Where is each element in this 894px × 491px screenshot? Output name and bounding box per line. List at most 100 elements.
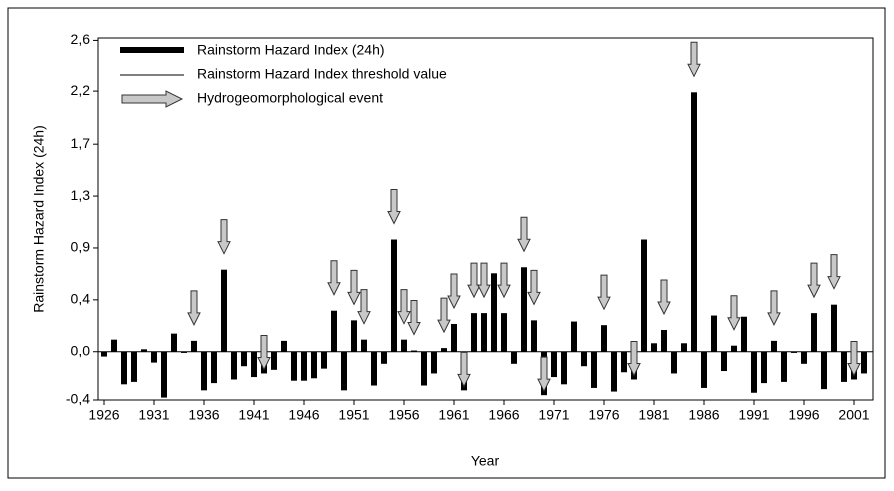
bar [501, 313, 507, 352]
event-arrow [527, 269, 541, 306]
bar [511, 351, 517, 364]
bar [581, 351, 587, 367]
bar [841, 351, 847, 382]
bar [381, 351, 387, 364]
x-tick-label: 1936 [188, 407, 219, 423]
bar [741, 316, 747, 352]
bar [711, 315, 717, 352]
event-arrow [807, 262, 821, 299]
bar [321, 351, 327, 369]
bar [661, 330, 667, 352]
x-tick-label: 1926 [88, 407, 119, 423]
x-tick-label: 1951 [338, 407, 369, 423]
y-tick-label: 1,7 [71, 135, 91, 151]
event-arrow [627, 340, 641, 377]
bar [291, 351, 297, 381]
bar [141, 349, 147, 352]
event-arrow [537, 356, 551, 393]
bar [531, 320, 537, 352]
bar [241, 351, 247, 367]
event-arrow [597, 274, 611, 311]
bar [641, 239, 647, 352]
x-tick-label: 1976 [588, 407, 619, 423]
x-tick-label: 1991 [738, 407, 769, 423]
event-arrow [397, 289, 411, 325]
x-tick-label: 1941 [238, 407, 269, 423]
x-tick-label: 1931 [138, 407, 169, 423]
event-arrow [847, 340, 861, 377]
legend-label: Rainstorm Hazard Index (24h) [197, 42, 385, 58]
bar [771, 340, 777, 352]
bar [471, 313, 477, 352]
event-arrow [497, 262, 511, 299]
bar [181, 351, 187, 353]
event-arrow [827, 254, 841, 290]
legend-label: Hydrogeomorphological event [197, 90, 383, 106]
x-tick-label: 1966 [488, 407, 519, 423]
bar [361, 339, 367, 352]
bar [831, 304, 837, 352]
bar [571, 321, 577, 352]
event-arrow [457, 351, 471, 388]
bar [121, 351, 127, 385]
bar [481, 313, 487, 352]
bar [671, 351, 677, 374]
bar [691, 92, 697, 352]
y-tick-label: -0,4 [66, 391, 90, 407]
event-arrow [327, 260, 341, 296]
bar [221, 269, 227, 352]
y-tick-label: 1,3 [71, 187, 91, 203]
x-tick-label: 2001 [838, 407, 869, 423]
bar [251, 351, 257, 378]
bar [211, 351, 217, 384]
x-tick-label: 1971 [538, 407, 569, 423]
event-arrow [517, 216, 531, 253]
y-tick-label: 0,9 [71, 239, 91, 255]
bar [421, 351, 427, 386]
bar [561, 351, 567, 385]
y-tick-label: 0,0 [71, 342, 91, 358]
bar [601, 325, 607, 352]
event-arrow [687, 41, 701, 78]
bar [441, 348, 447, 352]
bar [301, 351, 307, 381]
x-tick-label: 1981 [638, 407, 669, 423]
bar [311, 351, 317, 379]
bar [611, 351, 617, 392]
legend-arrow-swatch [121, 90, 184, 108]
x-tick-label: 1986 [688, 407, 719, 423]
bar [721, 351, 727, 372]
bar [491, 273, 497, 352]
bar [431, 351, 437, 374]
event-arrow [657, 279, 671, 316]
bar [451, 323, 457, 352]
bar [521, 267, 527, 352]
legend-bar-swatch [120, 47, 184, 53]
bar [591, 351, 597, 388]
bar [371, 351, 377, 386]
x-tick-label: 1996 [788, 407, 819, 423]
bar [701, 351, 707, 388]
bar [731, 345, 737, 352]
bar [801, 351, 807, 364]
bar [651, 343, 657, 352]
event-arrow [257, 334, 271, 371]
y-tick-label: 2,6 [71, 31, 91, 47]
bar [231, 351, 237, 380]
bar [111, 339, 117, 352]
x-tick-label: 1956 [388, 407, 419, 423]
bar [271, 351, 277, 370]
bar [681, 343, 687, 352]
bar [551, 351, 557, 378]
event-arrow [477, 262, 491, 299]
bar [621, 351, 627, 373]
legend: Rainstorm Hazard Index (24h) Rainstorm H… [120, 42, 447, 108]
x-tick-label: 1961 [438, 407, 469, 423]
bar [151, 351, 157, 363]
bar [861, 351, 867, 374]
bar [411, 350, 417, 352]
bar [761, 351, 767, 384]
event-arrow [187, 290, 201, 326]
y-tick-label: 2,2 [71, 82, 91, 98]
